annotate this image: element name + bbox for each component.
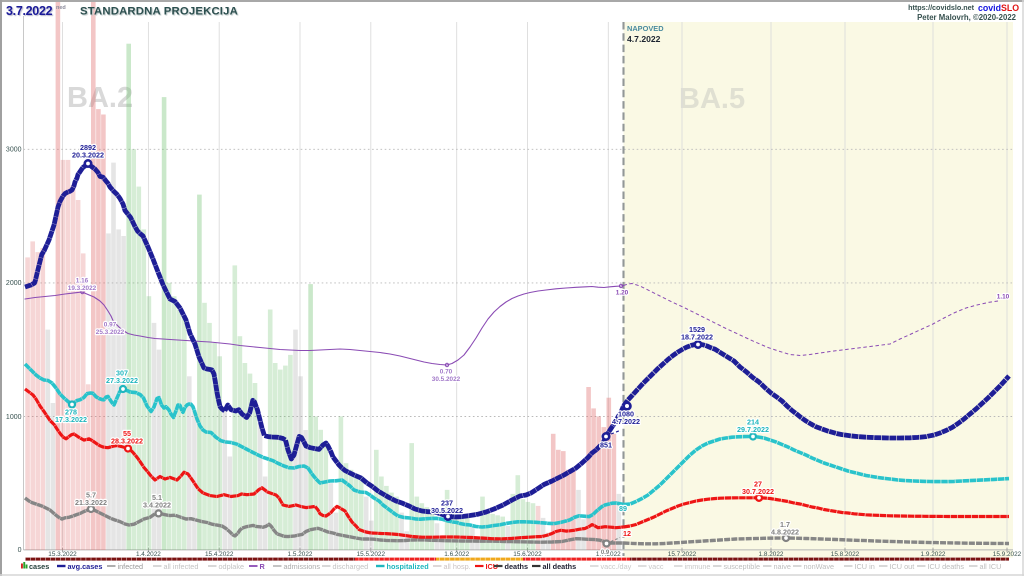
svg-text:55: 55 [123, 429, 131, 438]
svg-text:0.97: 0.97 [104, 322, 117, 329]
svg-text:1.16: 1.16 [76, 278, 89, 285]
svg-text:1080: 1080 [618, 410, 634, 419]
svg-text:1.7: 1.7 [780, 520, 790, 529]
svg-text:27: 27 [754, 480, 762, 489]
svg-text:1.8.2022: 1.8.2022 [759, 551, 784, 558]
svg-text:vacc: vacc [649, 562, 664, 571]
svg-text:avg.cases: avg.cases [68, 562, 103, 571]
svg-text:5.1: 5.1 [152, 493, 162, 502]
svg-text:all deaths: all deaths [543, 562, 577, 571]
svg-text:BA.5: BA.5 [679, 83, 745, 115]
svg-text:278: 278 [65, 408, 77, 417]
svg-text:BA.2: BA.2 [67, 82, 133, 114]
svg-text:vacc./day: vacc./day [601, 562, 632, 571]
svg-text:4.7.2022: 4.7.2022 [612, 417, 640, 426]
svg-text:STANDARDNA PROJEKCIJA: STANDARDNA PROJEKCIJA [80, 6, 238, 18]
svg-text:1.6.2022: 1.6.2022 [444, 551, 469, 558]
svg-text:ned: ned [56, 5, 66, 11]
svg-text:30.5.2022: 30.5.2022 [432, 376, 461, 383]
svg-text:15.3.2022: 15.3.2022 [48, 551, 77, 558]
svg-text:3.7.2022: 3.7.2022 [6, 4, 53, 18]
svg-text:odplake: odplake [219, 562, 245, 571]
svg-text:all hosp.: all hosp. [444, 562, 471, 571]
svg-text:17.3.2022: 17.3.2022 [55, 415, 87, 424]
svg-text:all infected: all infected [164, 562, 199, 571]
svg-text:0.9: 0.9 [601, 550, 610, 556]
svg-text:1.9.2022: 1.9.2022 [921, 551, 946, 558]
svg-text:covid: covid [978, 3, 1001, 13]
svg-text:infected: infected [118, 562, 144, 571]
svg-text:1529: 1529 [689, 325, 705, 334]
svg-text:89: 89 [619, 504, 627, 513]
svg-text:27.3.2022: 27.3.2022 [106, 376, 138, 385]
svg-text:4.8.2022: 4.8.2022 [771, 527, 799, 536]
svg-text:18.7.2022: 18.7.2022 [681, 332, 713, 341]
svg-text:307: 307 [116, 369, 128, 378]
svg-text:15.8.2022: 15.8.2022 [831, 551, 860, 558]
svg-text:discharged: discharged [333, 562, 369, 571]
svg-text:ICU: ICU [486, 562, 499, 571]
svg-text:4.7.2022: 4.7.2022 [627, 34, 661, 44]
svg-text:1.10: 1.10 [997, 294, 1010, 301]
svg-text:nonWave: nonWave [804, 562, 835, 571]
svg-text:0: 0 [18, 547, 22, 554]
svg-text:deaths: deaths [505, 562, 529, 571]
svg-text:Peter Malovrh, ©2020-2022: Peter Malovrh, ©2020-2022 [917, 13, 1017, 22]
svg-text:susceptible: susceptible [724, 562, 761, 571]
svg-text:1.7.2022: 1.7.2022 [596, 551, 621, 558]
svg-text:1.4.2022: 1.4.2022 [136, 551, 161, 558]
svg-text:immune: immune [685, 562, 711, 571]
svg-text:1.20: 1.20 [616, 290, 629, 297]
svg-text:15.7.2022: 15.7.2022 [668, 551, 697, 558]
svg-text:naive: naive [774, 562, 791, 571]
svg-text:15.6.2022: 15.6.2022 [513, 551, 542, 558]
svg-text:2892: 2892 [80, 143, 96, 152]
svg-text:ICU in: ICU in [855, 562, 875, 571]
svg-text:NAPOVED: NAPOVED [627, 24, 664, 33]
svg-text:12: 12 [623, 529, 631, 538]
svg-text:15.5.2022: 15.5.2022 [357, 551, 386, 558]
svg-text:237: 237 [441, 499, 453, 508]
svg-text:30.5.2022: 30.5.2022 [431, 506, 463, 515]
svg-text:5.7: 5.7 [86, 491, 96, 500]
svg-text:3.4.2022: 3.4.2022 [143, 500, 171, 509]
svg-text:29.7.2022: 29.7.2022 [737, 425, 769, 434]
svg-text:30.7.2022: 30.7.2022 [742, 487, 774, 496]
svg-text:https://covidslo.net: https://covidslo.net [908, 3, 974, 12]
svg-text:28.3.2022: 28.3.2022 [111, 436, 143, 445]
svg-text:3000: 3000 [6, 147, 22, 154]
svg-text:214: 214 [747, 418, 759, 427]
svg-text:851: 851 [600, 441, 612, 450]
svg-text:19.3.2022: 19.3.2022 [68, 285, 97, 292]
svg-text:admissions: admissions [284, 562, 321, 571]
svg-text:ICU out: ICU out [890, 562, 915, 571]
svg-text:hospitalized: hospitalized [387, 562, 429, 571]
svg-text:15.4.2022: 15.4.2022 [205, 551, 234, 558]
svg-text:15.9.2022: 15.9.2022 [993, 551, 1022, 558]
svg-text:25.3.2022: 25.3.2022 [96, 329, 125, 336]
svg-text:1.5.2022: 1.5.2022 [288, 551, 313, 558]
svg-text:21.3.2022: 21.3.2022 [75, 498, 107, 507]
svg-text:R: R [260, 562, 266, 571]
svg-text:ICU deaths: ICU deaths [928, 562, 965, 571]
svg-text:20.3.2022: 20.3.2022 [72, 150, 104, 159]
svg-text:0.70: 0.70 [440, 369, 453, 376]
svg-text:SLO: SLO [1001, 3, 1019, 13]
svg-text:1000: 1000 [6, 414, 22, 421]
svg-text:2000: 2000 [6, 280, 22, 287]
svg-text:all ICU: all ICU [980, 562, 1002, 571]
svg-text:cases: cases [29, 562, 49, 571]
